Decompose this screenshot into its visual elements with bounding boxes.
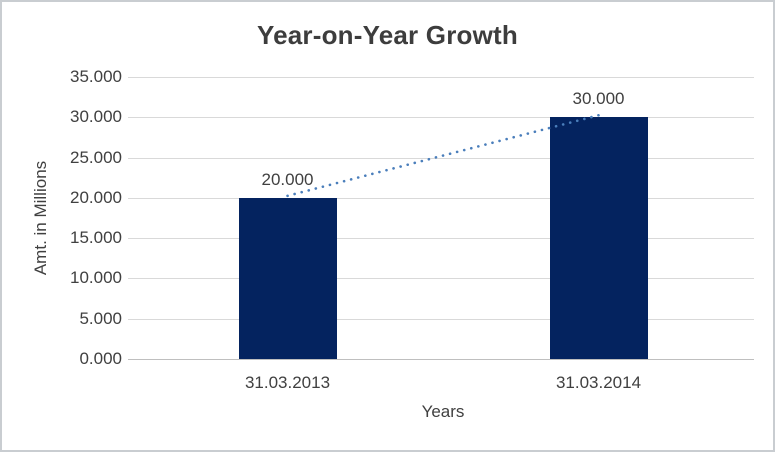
y-tick-label: 10.000 <box>70 268 122 288</box>
gridline <box>128 238 754 240</box>
y-tick-label: 20.000 <box>70 187 122 207</box>
gridline <box>128 117 754 119</box>
x-tick-label-2013: 31.03.2013 <box>244 373 331 392</box>
x-axis-title: Years <box>421 402 465 421</box>
plot-area: 20.000 30.000 <box>128 77 754 360</box>
chart-title: Year-on-Year Growth <box>257 20 518 50</box>
trendline <box>286 113 600 198</box>
gridline <box>128 77 754 78</box>
data-label-2013: 20.000 <box>261 169 314 189</box>
x-tick-label-2014: 31.03.2014 <box>555 373 642 392</box>
y-tick-label: 15.000 <box>70 228 122 248</box>
gridline <box>128 157 754 159</box>
x-axis-tick-labels: 31.03.2013 31.03.2014 <box>132 359 754 393</box>
y-tick-label: 25.000 <box>70 147 122 167</box>
y-axis-tick-labels: 35.000 30.000 25.000 20.000 15.000 10.00… <box>2 67 122 368</box>
gridline <box>128 318 754 320</box>
y-tick-label: 5.000 <box>79 308 122 328</box>
bar-2013[interactable] <box>238 197 337 359</box>
bar-column-2014: 30.000 <box>549 77 648 359</box>
gridline <box>128 197 754 199</box>
gridline <box>128 278 754 280</box>
y-tick-label: 30.000 <box>70 107 122 127</box>
bar-2014[interactable] <box>549 117 648 359</box>
bar-column-2013: 20.000 <box>238 77 337 359</box>
y-tick-label: 0.000 <box>79 349 122 368</box>
data-label-2014: 30.000 <box>572 89 625 109</box>
y-tick-label: 35.000 <box>70 67 122 86</box>
x-axis-line <box>128 359 754 360</box>
